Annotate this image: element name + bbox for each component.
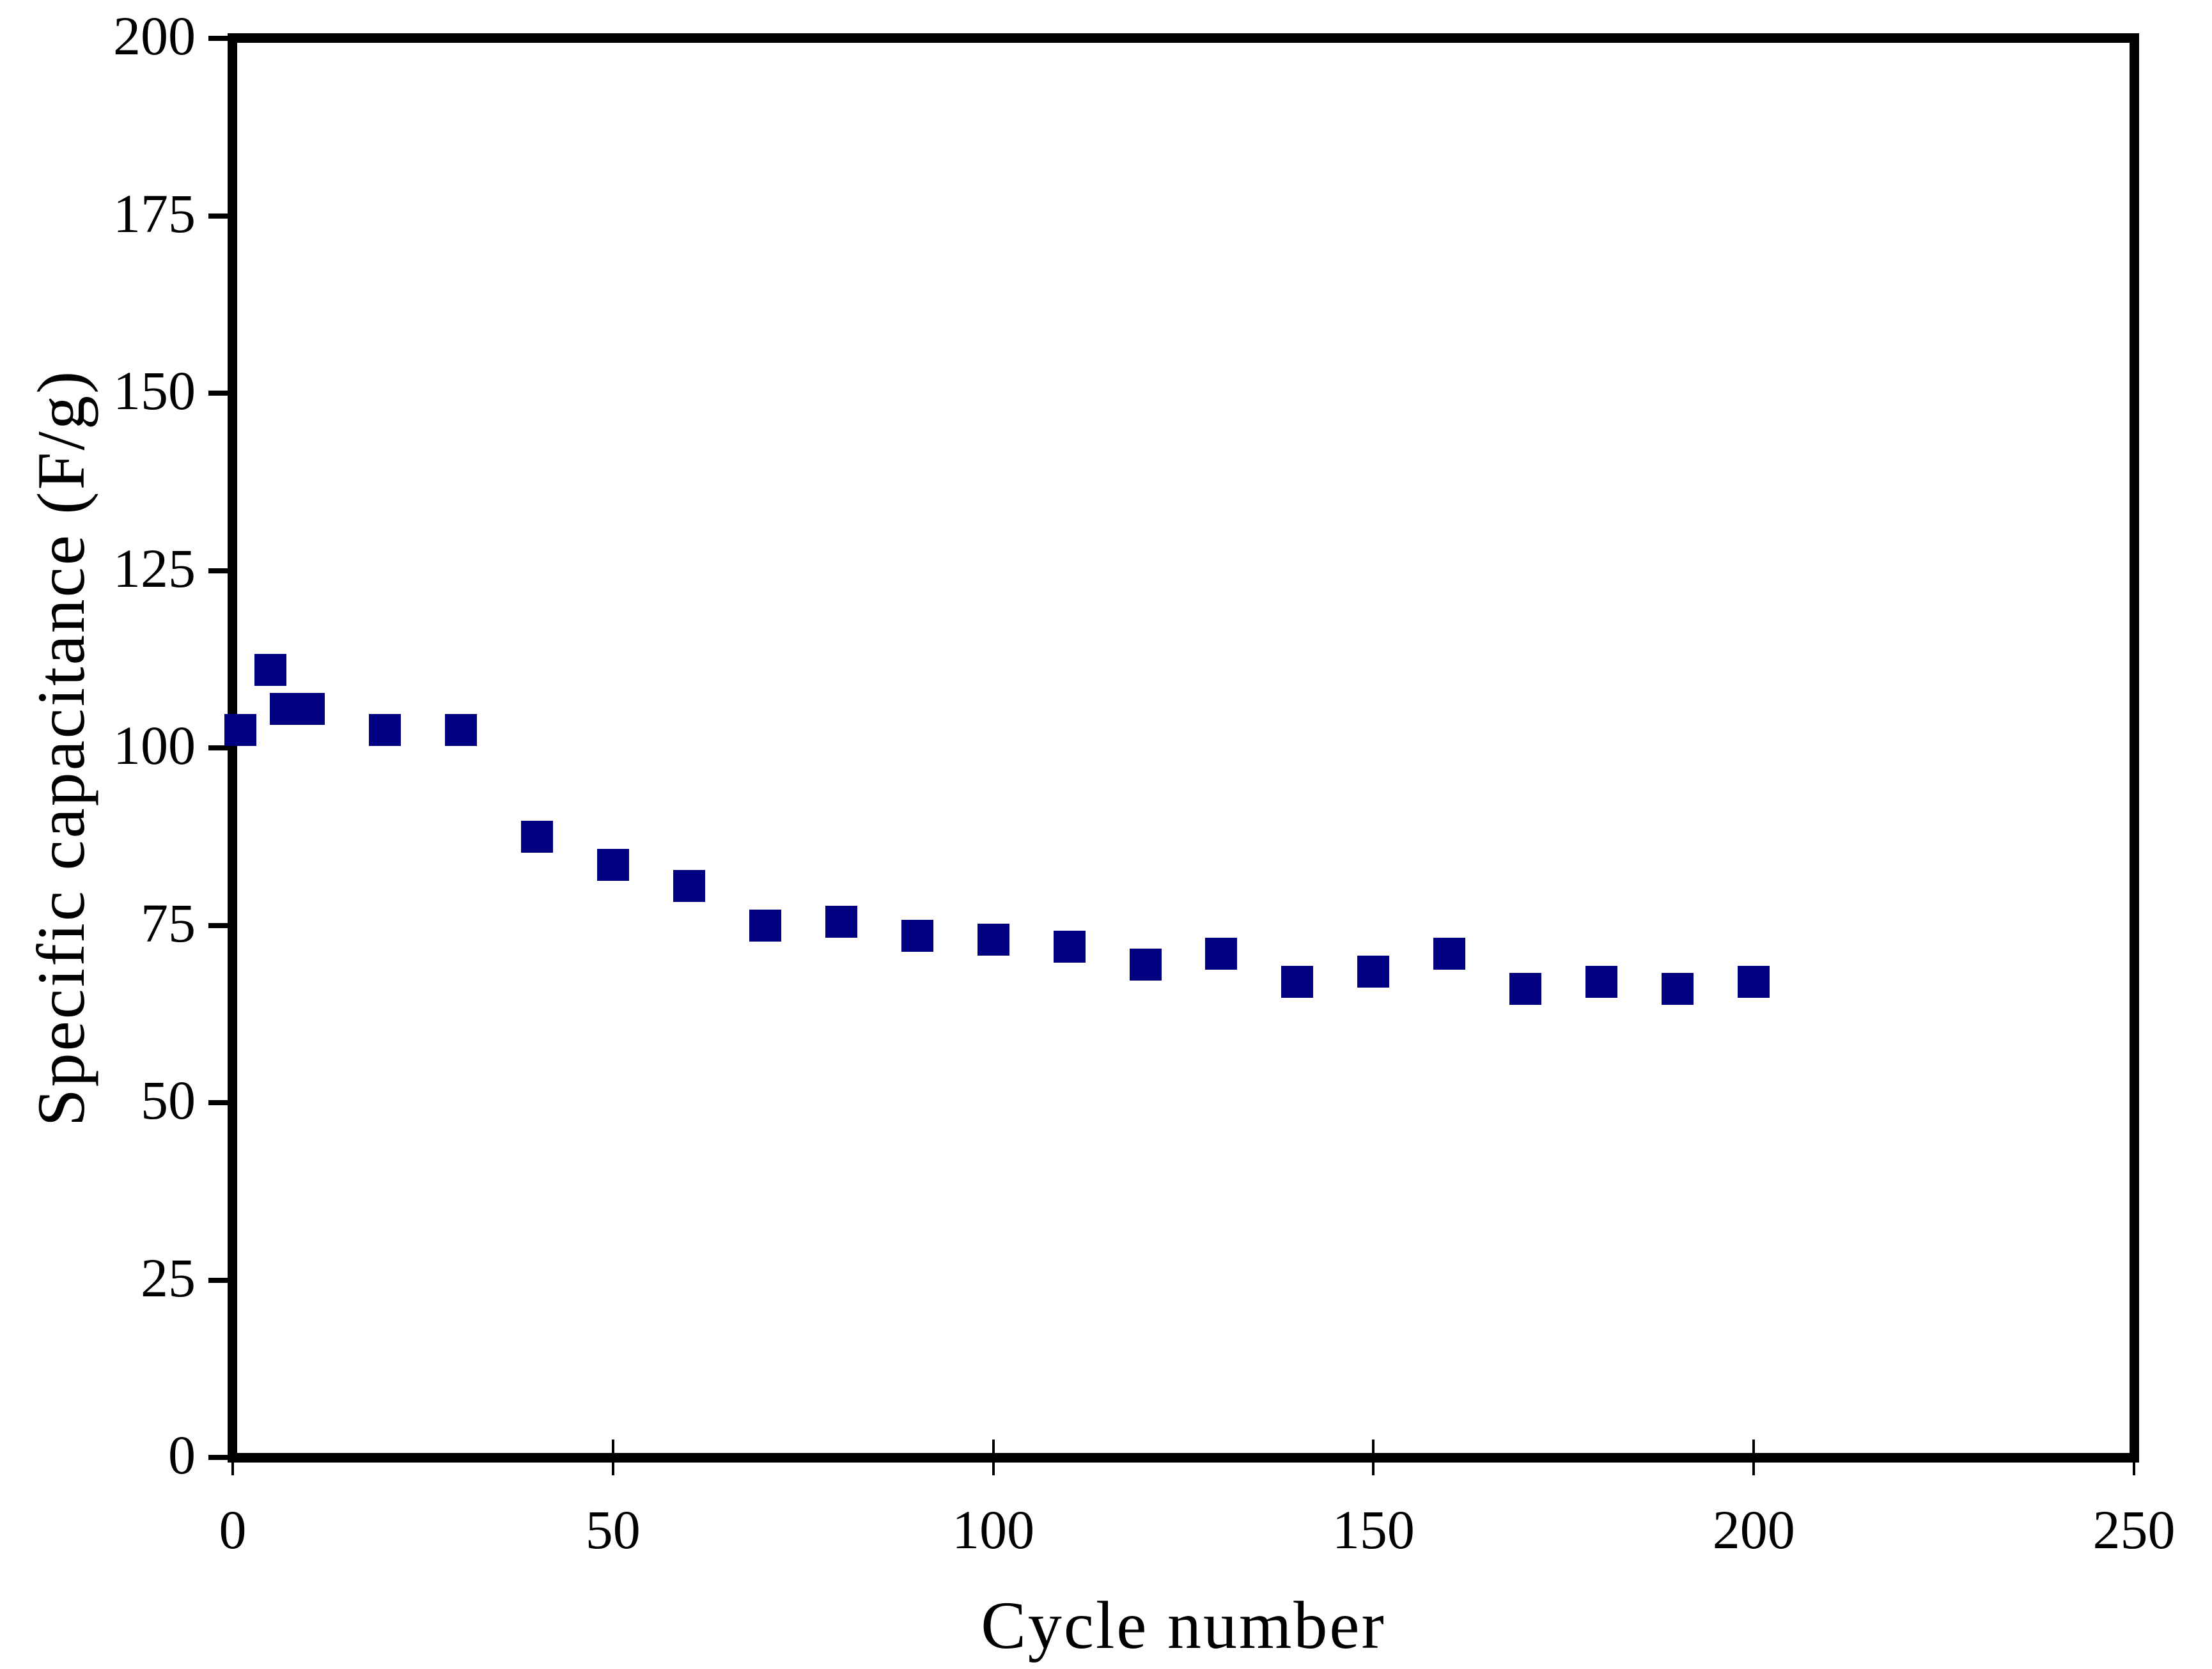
y-axis-tick <box>208 1277 228 1283</box>
x-axis-tick <box>1752 1440 1756 1475</box>
x-tick-label: 150 <box>1332 1499 1415 1560</box>
x-axis-title: Cycle number <box>981 1588 1386 1663</box>
data-point-marker <box>1585 966 1618 998</box>
y-tick-label: 150 <box>113 360 196 421</box>
data-point-marker <box>1053 930 1086 963</box>
data-point-marker <box>1662 973 1694 1005</box>
data-point-marker <box>749 909 781 942</box>
data-point-marker <box>254 653 287 686</box>
plot-area <box>228 33 2139 1463</box>
x-tick-label: 100 <box>952 1499 1035 1560</box>
x-axis-tick <box>992 1440 995 1475</box>
x-axis-tick <box>611 1440 614 1475</box>
y-tick-label: 125 <box>113 537 196 599</box>
y-axis-tick <box>208 36 228 41</box>
data-point-marker <box>977 923 1009 956</box>
data-point-marker <box>292 692 325 725</box>
x-axis-tick <box>231 1440 234 1475</box>
y-axis-tick <box>208 1100 228 1105</box>
x-tick-label: 250 <box>2092 1499 2176 1560</box>
data-point-marker <box>368 714 401 747</box>
data-point-marker <box>673 870 705 903</box>
data-point-marker <box>596 849 629 881</box>
y-axis-tick <box>208 568 228 573</box>
y-tick-label: 75 <box>141 892 196 954</box>
data-point-marker <box>1357 955 1390 988</box>
data-point-marker <box>1738 966 1770 998</box>
y-axis-tick <box>208 922 228 928</box>
x-tick-label: 200 <box>1712 1499 1795 1560</box>
y-tick-label: 25 <box>141 1246 196 1308</box>
x-tick-label: 50 <box>585 1499 641 1560</box>
x-tick-label: 0 <box>219 1499 247 1560</box>
x-axis-tick <box>1372 1440 1375 1475</box>
data-point-marker <box>1433 937 1466 970</box>
y-tick-label: 50 <box>141 1069 196 1131</box>
y-axis-tick <box>208 391 228 396</box>
data-point-marker <box>1509 973 1542 1005</box>
data-point-marker <box>1129 948 1162 981</box>
data-point-marker <box>825 905 857 938</box>
y-tick-label: 175 <box>113 182 196 244</box>
x-axis-tick <box>2133 1440 2135 1475</box>
data-point-marker <box>1281 966 1314 998</box>
y-axis-tick <box>208 745 228 750</box>
data-point-marker <box>444 714 477 747</box>
data-point-marker <box>520 820 553 853</box>
y-axis-tick <box>208 1455 228 1460</box>
y-axis-tick <box>208 213 228 219</box>
data-point-marker <box>901 920 933 952</box>
y-tick-label: 0 <box>168 1424 196 1486</box>
y-tick-label: 100 <box>113 715 196 776</box>
data-point-marker <box>224 714 256 747</box>
data-point-marker <box>1205 937 1238 970</box>
y-tick-label: 200 <box>113 5 196 66</box>
y-axis-title: Specific capacitance (F/g) <box>24 369 98 1127</box>
